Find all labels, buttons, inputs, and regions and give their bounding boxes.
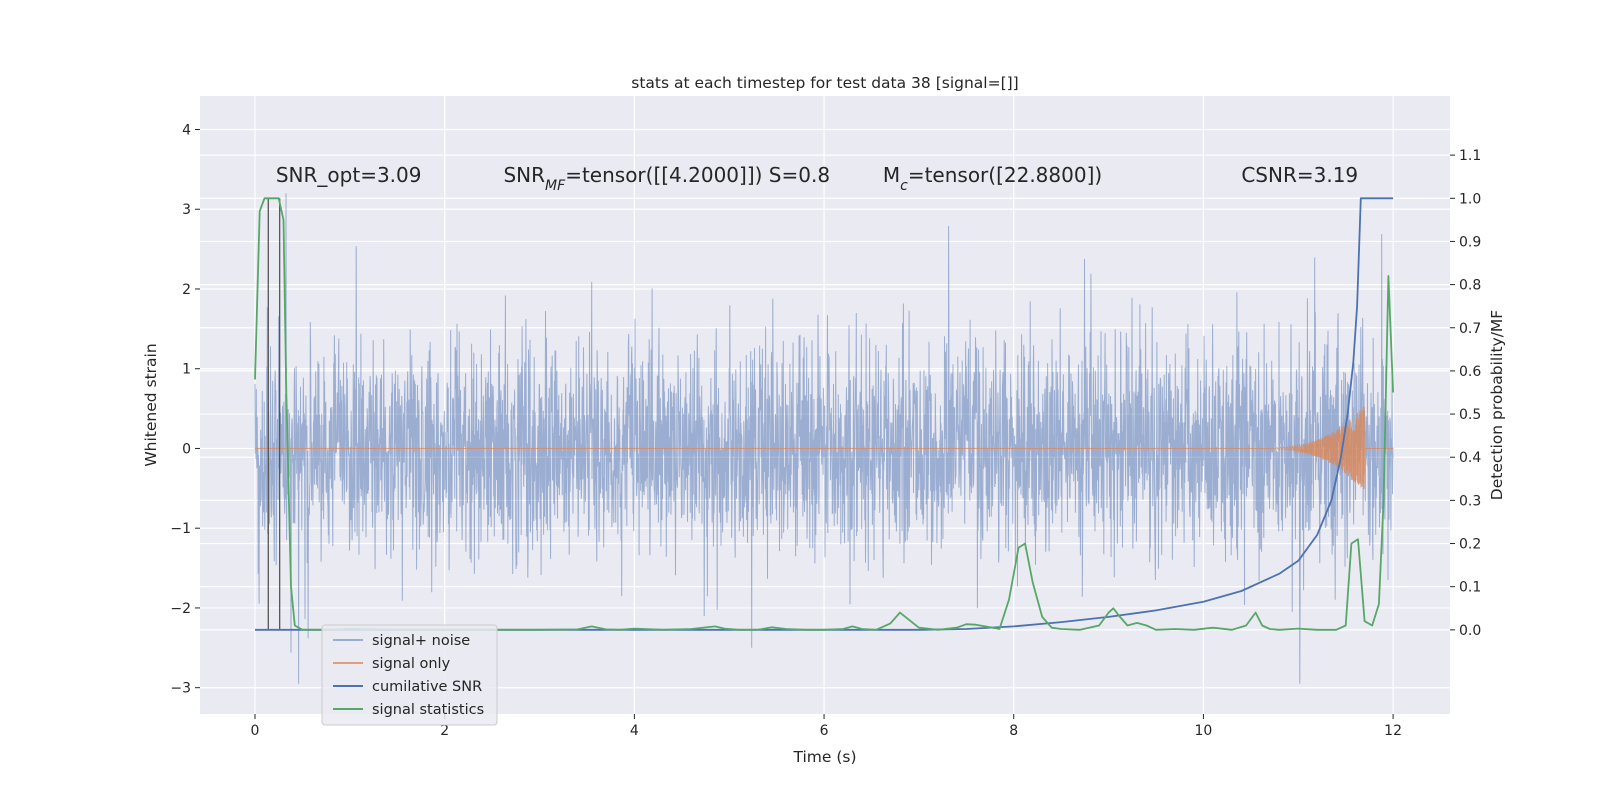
y-right-tick-label: 0.6 xyxy=(1459,364,1481,380)
y-right-tick-label: 1.0 xyxy=(1459,191,1481,207)
annotation-csnr-anno: CSNR=3.19 xyxy=(1241,163,1358,187)
y-tick-label: −2 xyxy=(170,601,191,617)
y-right-tick-label: 1.1 xyxy=(1459,148,1481,164)
csnr-line xyxy=(255,197,1394,631)
y-right-tick-label: 0.4 xyxy=(1459,450,1481,466)
series-signal-plus-noise xyxy=(254,193,1394,684)
y-right-tick-label: 0.8 xyxy=(1459,278,1481,294)
y-tick-label: 3 xyxy=(182,202,191,218)
y-right-tick-label: 0.1 xyxy=(1459,580,1481,596)
legend-label-signal-statistics: signal statistics xyxy=(372,702,484,718)
signal-chirp xyxy=(255,406,1394,489)
y-tick-label: −1 xyxy=(170,521,191,537)
x-tick-label: 4 xyxy=(630,723,639,739)
y-axis-right-label: Detection probability/MF xyxy=(1488,310,1506,501)
annotation-snr-opt: SNR_opt=3.09 xyxy=(276,163,422,187)
legend-label-cumulative-snr: cumilative SNR xyxy=(372,679,482,695)
plot-background xyxy=(200,96,1450,714)
x-tick-label: 6 xyxy=(820,723,829,739)
x-tick-label: 10 xyxy=(1195,723,1213,739)
y-right-tick-label: 0.9 xyxy=(1459,234,1481,250)
legend-label-signal-only: signal only xyxy=(372,656,451,672)
axes: 0 2 4 6 8 10 12−3−2−1012340.00.10.20.30.40.50.… xyxy=(170,122,1481,739)
y-right-tick-label: 0.0 xyxy=(1459,623,1481,639)
chart-title: stats at each timestep for test data 38 … xyxy=(631,74,1018,92)
x-tick-label: 12 xyxy=(1384,723,1402,739)
series-cumulative-snr xyxy=(255,197,1394,631)
annotations: SNR_opt=3.09 SNRMF=tensor([[4.2000]]) S=0… xyxy=(276,163,1358,194)
y-tick-label: 2 xyxy=(182,282,191,298)
x-axis-label: Time (s) xyxy=(792,748,856,766)
y-right-tick-label: 0.5 xyxy=(1459,407,1481,423)
x-tick-label: 2 xyxy=(440,723,449,739)
y-axis-label: Whitened strain xyxy=(142,343,160,466)
y-tick-label: 1 xyxy=(182,362,191,378)
series-signal-only xyxy=(255,406,1394,489)
x-tick-label: 0 xyxy=(251,723,260,739)
y-tick-label: −3 xyxy=(170,681,191,697)
noise-waveform xyxy=(254,193,1394,684)
legend: signal+ noise signal only cumilative SNR… xyxy=(321,624,498,726)
y-tick-label: 0 xyxy=(182,441,191,457)
x-tick-label: 8 xyxy=(1009,723,1018,739)
y-right-tick-label: 0.3 xyxy=(1459,493,1481,509)
threshold-lines xyxy=(267,198,281,630)
y-right-tick-label: 0.7 xyxy=(1459,321,1481,337)
legend-box xyxy=(321,624,498,726)
annotation-snr-mf: SNRMF=tensor([[4.2000]]) S=0.8 xyxy=(503,163,830,194)
legend-label-signal-plus-noise: signal+ noise xyxy=(372,633,470,649)
annotation-mc: Mc=tensor([22.8800]) xyxy=(883,163,1102,194)
y-tick-label: 4 xyxy=(182,122,191,138)
y-right-tick-label: 0.2 xyxy=(1459,537,1481,553)
